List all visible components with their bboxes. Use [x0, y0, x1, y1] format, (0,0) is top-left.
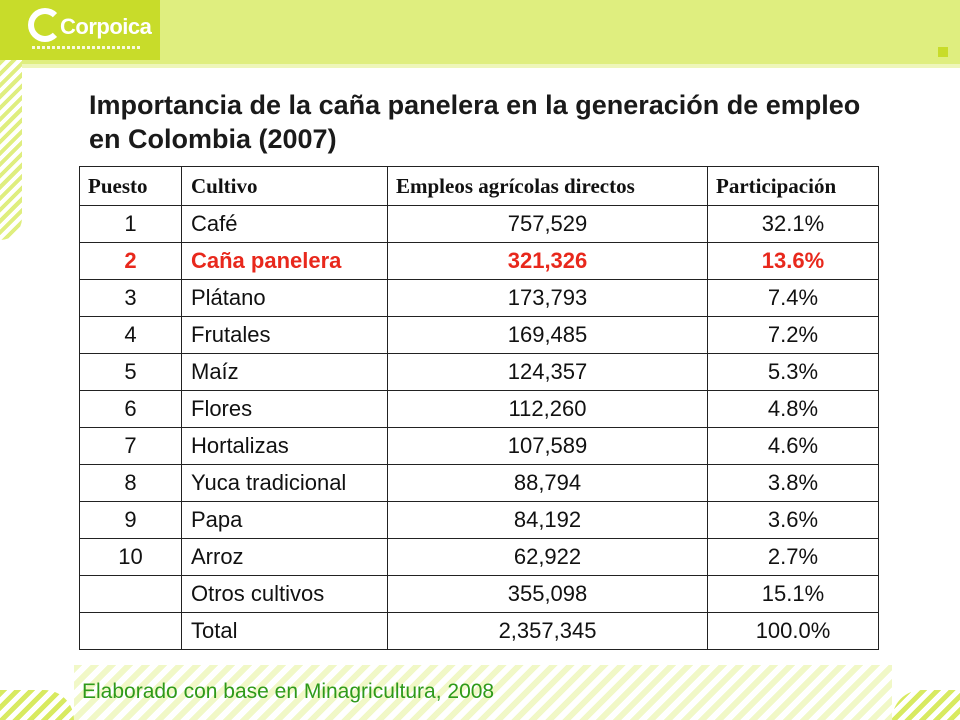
cell-crop: Otros cultivos — [181, 575, 388, 613]
cell-rank: 4 — [79, 316, 182, 354]
cell-crop: Maíz — [181, 353, 388, 391]
slide-title: Importancia de la caña panelera en la ge… — [89, 90, 861, 154]
cell-crop: Total — [181, 612, 388, 650]
cell-jobs: 112,260 — [387, 390, 708, 428]
cell-jobs: 124,357 — [387, 353, 708, 391]
corpoica-logo: Corpoica — [0, 0, 160, 60]
cell-rank: 6 — [79, 390, 182, 428]
cell-crop: Café — [181, 205, 388, 243]
cell-jobs: 757,529 — [387, 205, 708, 243]
logo-tagline-mark — [32, 46, 142, 49]
cell-rank: 1 — [79, 205, 182, 243]
cell-share: 15.1% — [707, 575, 879, 613]
table-row: 6 Flores 112,260 4.8% — [79, 390, 879, 428]
cell-share: 4.6% — [707, 427, 879, 465]
cell-jobs: 84,192 — [387, 501, 708, 539]
cell-share: 100.0% — [707, 612, 879, 650]
cell-share: 7.2% — [707, 316, 879, 354]
table-row: 9 Papa 84,192 3.6% — [79, 501, 879, 539]
table-row: 10 Arroz 62,922 2.7% — [79, 538, 879, 576]
table-row-highlighted: 2 Caña panelera 321,326 13.6% — [79, 242, 879, 280]
table-header-row: Puesto Cultivo Empleos agrícolas directo… — [79, 166, 879, 206]
cell-crop: Yuca tradicional — [181, 464, 388, 502]
cell-crop: Caña panelera — [181, 242, 388, 280]
cell-jobs: 107,589 — [387, 427, 708, 465]
cell-rank: 2 — [79, 242, 182, 280]
header-empleos: Empleos agrícolas directos — [387, 166, 708, 206]
cell-share: 13.6% — [707, 242, 879, 280]
table-row: Otros cultivos 355,098 15.1% — [79, 575, 879, 613]
source-note: Elaborado con base en Minagricultura, 20… — [82, 680, 495, 703]
header-cultivo: Cultivo — [181, 166, 388, 206]
employment-table: Puesto Cultivo Empleos agrícolas directo… — [79, 166, 879, 650]
cell-rank: 5 — [79, 353, 182, 391]
cell-jobs: 355,098 — [387, 575, 708, 613]
corner-square-icon — [938, 47, 948, 57]
cell-rank — [79, 575, 182, 613]
cell-share: 32.1% — [707, 205, 879, 243]
bottom-right-stripes — [892, 690, 960, 720]
header-participacion: Participación — [707, 166, 879, 206]
cell-share: 5.3% — [707, 353, 879, 391]
cell-crop: Plátano — [181, 279, 388, 317]
table-row: 3 Plátano 173,793 7.4% — [79, 279, 879, 317]
header-puesto: Puesto — [79, 166, 182, 206]
cell-share: 3.8% — [707, 464, 879, 502]
cell-jobs: 62,922 — [387, 538, 708, 576]
table-row: 8 Yuca tradicional 88,794 3.8% — [79, 464, 879, 502]
cell-crop: Arroz — [181, 538, 388, 576]
cell-rank: 10 — [79, 538, 182, 576]
cell-crop: Hortalizas — [181, 427, 388, 465]
cell-rank: 7 — [79, 427, 182, 465]
cell-rank: 8 — [79, 464, 182, 502]
cell-share: 2.7% — [707, 538, 879, 576]
table-row: 5 Maíz 124,357 5.3% — [79, 353, 879, 391]
cell-rank: 3 — [79, 279, 182, 317]
cell-jobs: 169,485 — [387, 316, 708, 354]
table-row: 4 Frutales 169,485 7.2% — [79, 316, 879, 354]
table-row-total: Total 2,357,345 100.0% — [79, 612, 879, 650]
header-band — [0, 0, 960, 68]
cell-jobs: 2,357,345 — [387, 612, 708, 650]
cell-share: 4.8% — [707, 390, 879, 428]
cell-jobs: 88,794 — [387, 464, 708, 502]
cell-crop: Frutales — [181, 316, 388, 354]
table-row: 1 Café 757,529 32.1% — [79, 205, 879, 243]
cell-jobs: 173,793 — [387, 279, 708, 317]
left-decorative-stripes — [0, 60, 22, 240]
cell-share: 3.6% — [707, 501, 879, 539]
logo-c-icon — [28, 8, 62, 42]
source-band — [74, 665, 892, 720]
bottom-left-stripes — [0, 690, 74, 720]
table-row: 7 Hortalizas 107,589 4.6% — [79, 427, 879, 465]
cell-rank: 9 — [79, 501, 182, 539]
cell-crop: Papa — [181, 501, 388, 539]
logo-text: Corpoica — [60, 14, 152, 39]
cell-crop: Flores — [181, 390, 388, 428]
cell-rank — [79, 612, 182, 650]
cell-share: 7.4% — [707, 279, 879, 317]
cell-jobs: 321,326 — [387, 242, 708, 280]
